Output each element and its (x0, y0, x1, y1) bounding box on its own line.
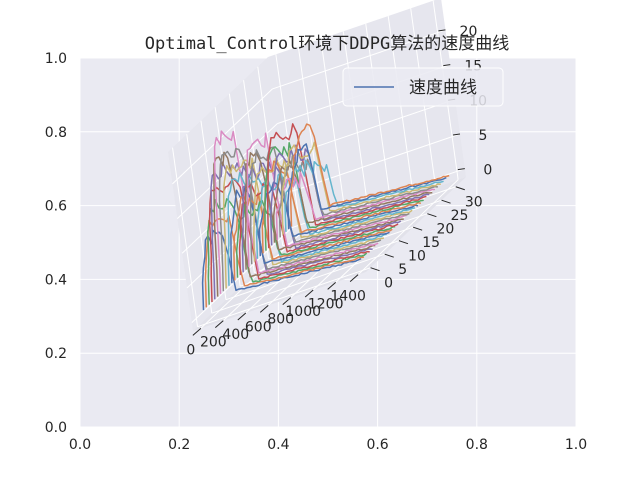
speed-curve-series (261, 160, 422, 254)
z-tick-label: 20 (460, 24, 478, 40)
speed-curve-series (253, 157, 413, 262)
background-x-tick-label: 0.8 (466, 437, 488, 453)
x-tick-mark (215, 320, 224, 329)
y-tick-label: 30 (465, 195, 483, 211)
speed-curve-series (235, 199, 396, 278)
z-tick-mark (443, 64, 451, 67)
y-tick-label: 10 (408, 249, 426, 265)
y-tick-label: 0 (384, 276, 393, 292)
chart-title: Optimal_Control环境下DDPG算法的速度曲线 (145, 34, 509, 54)
speed-curve-series (249, 146, 410, 265)
speed-curve-series (289, 123, 450, 227)
y-gridline-floor (197, 267, 371, 328)
speed-curve-series (275, 171, 436, 241)
z-tick-label: 5 (479, 128, 488, 144)
y-tick-label: 25 (451, 208, 469, 224)
speed-curve-series (223, 157, 385, 289)
x-gridline-back (365, 23, 392, 203)
z-gridline-right (281, 98, 456, 159)
z-gridline-left (172, 88, 273, 185)
legend-box (342, 67, 504, 107)
y-tick-label: 5 (398, 262, 407, 278)
x-tick-label: 0 (186, 342, 195, 358)
x-tick-mark (259, 304, 269, 313)
background-y-tick-label: 0.0 (45, 420, 67, 436)
speed-curve-series (227, 171, 387, 286)
speed-curve-series (264, 141, 424, 251)
legend-label: 速度曲线 (409, 78, 477, 98)
x-tick-mark (237, 312, 247, 321)
background-x-tick-label: 1.0 (565, 437, 587, 453)
x-tick-label: 600 (245, 319, 272, 335)
speed-curve-series (241, 161, 402, 273)
background-x-tick-label: 0.6 (366, 437, 388, 453)
x-tick-label: 1400 (330, 289, 366, 305)
background-y-tick-label: 1.0 (45, 51, 67, 67)
y-tick-mark (370, 267, 380, 272)
y-tick-mark (427, 213, 437, 218)
background-x-ticks: 0.0 0.2 0.4 0.6 0.8 1.0 (69, 437, 587, 453)
axes-3d-ticks: 0 200400600800100012001400051015202530051… (186, 24, 492, 358)
background-y-ticks: 0.0 0.2 0.4 0.6 0.8 1.0 (45, 51, 67, 436)
speed-curve-series (266, 123, 427, 249)
x-gridline-floor (200, 232, 302, 329)
left-back-pane (168, 57, 293, 331)
x-tick-label: 1000 (285, 304, 321, 320)
speed-curve-series (287, 143, 447, 230)
speed-curve-series (204, 215, 365, 308)
axes-3d-panes (168, 0, 466, 331)
right-back-pane (268, 0, 466, 236)
legend: 速度曲线 (342, 67, 504, 107)
background-x-tick-label: 0.0 (69, 437, 91, 453)
background-y-tick-label: 0.4 (45, 272, 67, 288)
x-tick-label: 400 (222, 327, 249, 343)
y-gridline-floor (211, 253, 385, 314)
x-gridline-back (342, 31, 369, 211)
speed-curve-series (246, 132, 407, 267)
x-gridline-floor (357, 179, 459, 276)
speed-curve-series (278, 155, 438, 238)
y-tick-label: 20 (436, 222, 454, 238)
z-gridline-right (272, 29, 446, 90)
speed-curve-series (213, 130, 379, 294)
background-y-tick-label: 0.6 (45, 199, 67, 215)
y-tick-mark (398, 240, 409, 245)
y-tick-label: 15 (422, 235, 440, 251)
x-gridline-back (297, 46, 324, 226)
x-gridline-back (320, 38, 347, 219)
speed-curve-series (238, 183, 399, 276)
x-tick-label: 200 (200, 335, 227, 351)
background-y-tick-label: 0.8 (45, 125, 67, 141)
y-gridline-back (243, 80, 270, 260)
y-gridline-back (172, 147, 199, 327)
x-tick-mark (349, 274, 359, 283)
axes-3d: 0 200400600800100012001400051015202530051… (168, 0, 492, 358)
y-tick-mark (455, 186, 465, 191)
x-tick-mark (327, 281, 336, 290)
z-tick-mark (457, 168, 465, 171)
background-x-tick-label: 0.2 (168, 437, 190, 453)
y-tick-mark (441, 199, 451, 204)
speed-curve-series (270, 144, 430, 246)
speed-curve-series (255, 172, 416, 259)
z-tick-mark (438, 29, 446, 32)
z-tick-label: 0 (483, 163, 492, 179)
x-tick-label: 800 (267, 312, 294, 328)
x-tick-label: 1200 (308, 296, 344, 312)
speed-curve-series (281, 141, 441, 235)
x-tick-mark (192, 327, 202, 336)
y-tick-mark (384, 253, 394, 258)
speed-curves (201, 123, 450, 311)
x-tick-mark (304, 289, 314, 298)
speed-curve-series (218, 147, 382, 292)
y-gridline-back (186, 134, 213, 314)
z-tick-mark (452, 133, 461, 136)
x-tick-mark (282, 297, 292, 306)
background-y-tick-label: 0.2 (45, 346, 67, 362)
y-tick-mark (413, 226, 423, 231)
background-x-tick-label: 0.4 (267, 437, 289, 453)
